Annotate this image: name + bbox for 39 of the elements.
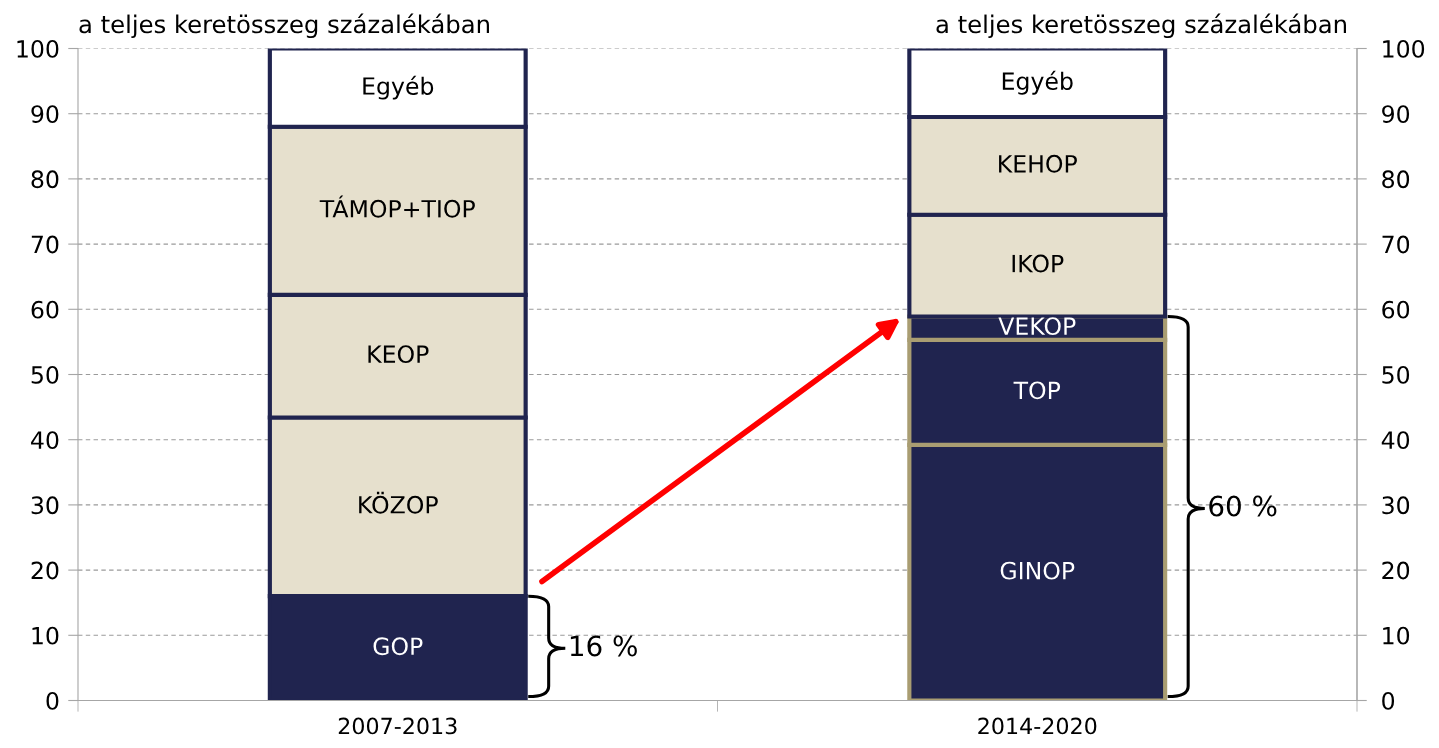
y2-tick-label: 10 [1383,626,1410,645]
y2-tick-label: 50 [1382,365,1410,384]
y2-tick-label: 70 [1382,235,1410,254]
series-label: KEHOP [999,154,1077,173]
y2-tick-label: 20 [1382,561,1410,580]
series-label: TOP [1013,381,1061,400]
series-label: GINOP [1000,561,1075,580]
y2-tick-label: 80 [1382,170,1410,189]
series-label: VEKOP [998,317,1076,336]
x-tick-label: 2007-2013 [338,717,457,735]
x-tick-label: 2014-2020 [978,717,1097,735]
y2-tick-label: 40 [1381,431,1410,450]
y2-tick-label: 100 [1383,39,1425,58]
y-tick-label: 60 [31,300,59,319]
annotation: 60 % [1209,495,1277,517]
y2-tick-label: 90 [1382,105,1410,124]
y-tick-label: 90 [31,105,59,124]
annotation: 16 % [570,635,637,657]
y2-tick-label: 60 [1382,300,1410,319]
y-tick-label: 50 [31,365,59,384]
y-tick-label: 30 [31,496,59,515]
y-tick-label: 40 [31,431,59,450]
series-label: TÁMOP+TIOP [319,195,475,218]
series-label: Egyéb [1002,70,1073,95]
y-tick-label: 20 [31,561,59,580]
y2-tick-label: 0 [1382,691,1395,710]
y-tick-label: 0 [46,691,59,710]
y-axis-title: a teljes keretösszeg százalékában [79,13,489,39]
series-label: IKOP [1012,254,1064,273]
series-label: KÖZOP [359,491,438,514]
y-tick-label: 100 [17,39,59,58]
series-label: KEOP [368,345,429,364]
y2-axis-title: a teljes keretösszeg százalékában [936,13,1346,39]
y2-tick-label: 30 [1382,496,1410,515]
y-tick-label: 80 [31,170,59,189]
series-label: GOP [373,637,423,656]
y-tick-label: 70 [31,235,59,254]
text: Egyéb [363,75,434,100]
y-tick-label: 10 [32,626,59,645]
